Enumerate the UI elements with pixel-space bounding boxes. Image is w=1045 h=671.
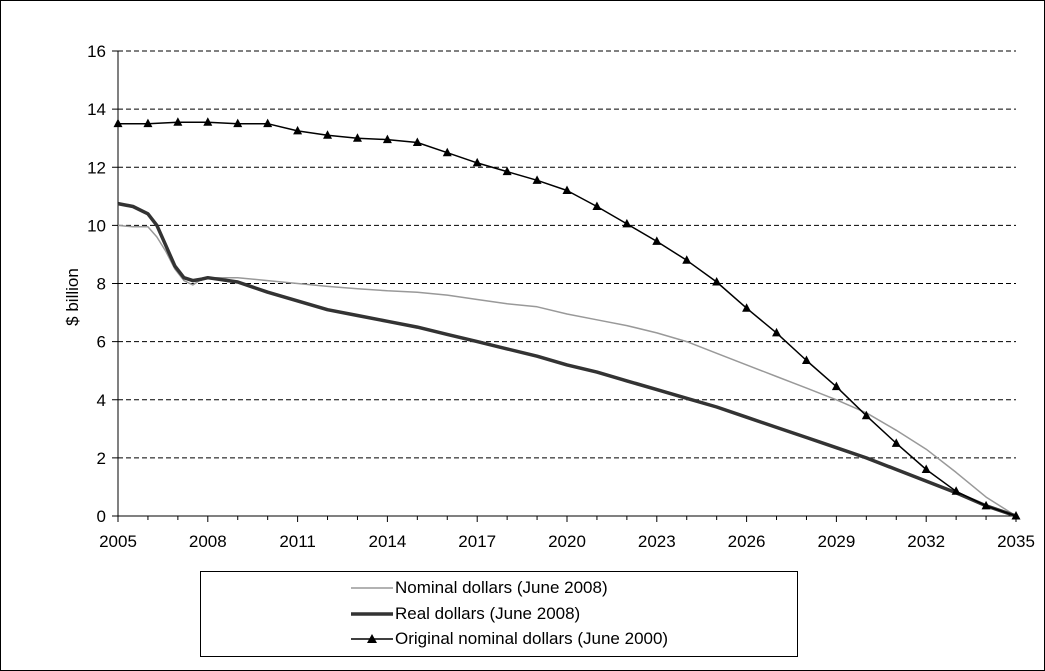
data-point-marker	[981, 500, 991, 510]
series-lines	[113, 117, 1021, 520]
data-point-marker	[622, 218, 632, 228]
data-point-marker	[173, 117, 183, 126]
y-tick-label: 14	[87, 100, 106, 119]
data-point-marker	[323, 130, 333, 139]
data-point-marker	[742, 303, 752, 312]
y-tick-labels: 0 2 4 6 8 10 12 14 16	[87, 42, 106, 526]
legend-label-real: Real dollars (June 2008)	[395, 604, 581, 623]
legend-swatch-real	[351, 612, 393, 616]
y-tick-label: 0	[97, 507, 106, 526]
data-point-marker	[712, 277, 722, 286]
data-point-marker	[502, 166, 512, 176]
x-tick-label: 2032	[907, 532, 945, 551]
data-point-marker	[472, 157, 482, 167]
data-point-marker	[921, 464, 931, 473]
data-point-marker	[113, 118, 123, 128]
data-point-marker	[412, 137, 422, 147]
x-tick-label: 2026	[728, 532, 766, 551]
grid-lines	[118, 50, 1016, 459]
data-point-marker	[143, 118, 153, 128]
data-point-marker	[891, 438, 901, 447]
x-tick-label: 2020	[548, 532, 586, 551]
x-tick-label: 2029	[817, 532, 855, 551]
x-tick-label: 2011	[279, 532, 316, 551]
y-tick-label: 8	[97, 275, 106, 294]
x-tick-label: 2008	[189, 532, 227, 551]
data-point-marker	[801, 355, 811, 365]
y-tick-label: 10	[87, 216, 106, 235]
axes	[112, 50, 1017, 522]
data-point-marker	[652, 236, 662, 245]
y-tick-label: 12	[87, 158, 106, 177]
y-tick-label: 6	[97, 333, 106, 352]
data-point-marker	[203, 117, 213, 126]
y-axis-label: $ billion	[63, 268, 82, 326]
data-point-marker	[263, 118, 273, 128]
y-tick-label: 2	[97, 449, 106, 468]
series-line-2	[117, 201, 1017, 518]
x-tick-labels: 2005 2008 2011 2014 2017 2020 2023 2026 2029 2032…	[99, 532, 1035, 551]
data-point-marker	[861, 410, 871, 420]
data-point-marker	[1011, 511, 1021, 520]
legend-item-original: Original nominal dollars (June 2000)	[351, 627, 668, 651]
data-point-marker	[233, 118, 243, 128]
legend-item-nominal: Nominal dollars (June 2008)	[351, 576, 608, 600]
data-point-marker	[592, 201, 602, 210]
legend-label-nominal: Nominal dollars (June 2008)	[395, 578, 608, 597]
y-tick-label: 4	[97, 391, 106, 410]
data-point-marker	[831, 381, 841, 391]
data-point-marker	[382, 134, 392, 144]
legend-swatch-nominal	[351, 587, 393, 589]
x-tick-label: 2023	[638, 532, 676, 551]
data-point-marker	[532, 175, 542, 184]
data-point-marker	[772, 327, 782, 337]
data-point-marker	[562, 185, 572, 194]
data-point-marker	[442, 147, 452, 157]
x-tick-label: 2035	[997, 532, 1035, 551]
x-tick-label: 2014	[368, 532, 406, 551]
data-point-marker	[951, 486, 961, 495]
x-tick-label: 2005	[99, 532, 137, 551]
data-point-marker	[682, 255, 692, 264]
data-point-marker	[293, 125, 303, 135]
series-line-1	[117, 224, 1017, 517]
x-tick-label: 2017	[458, 532, 496, 551]
series-line-3	[118, 121, 1017, 517]
legend: Nominal dollars (June 2008) Real dollars…	[200, 571, 798, 657]
legend-swatch-original	[351, 634, 393, 643]
legend-label-original: Original nominal dollars (June 2000)	[395, 629, 669, 648]
data-point-marker	[352, 133, 362, 142]
legend-item-real: Real dollars (June 2008)	[351, 602, 580, 626]
y-tick-label: 16	[87, 42, 106, 61]
